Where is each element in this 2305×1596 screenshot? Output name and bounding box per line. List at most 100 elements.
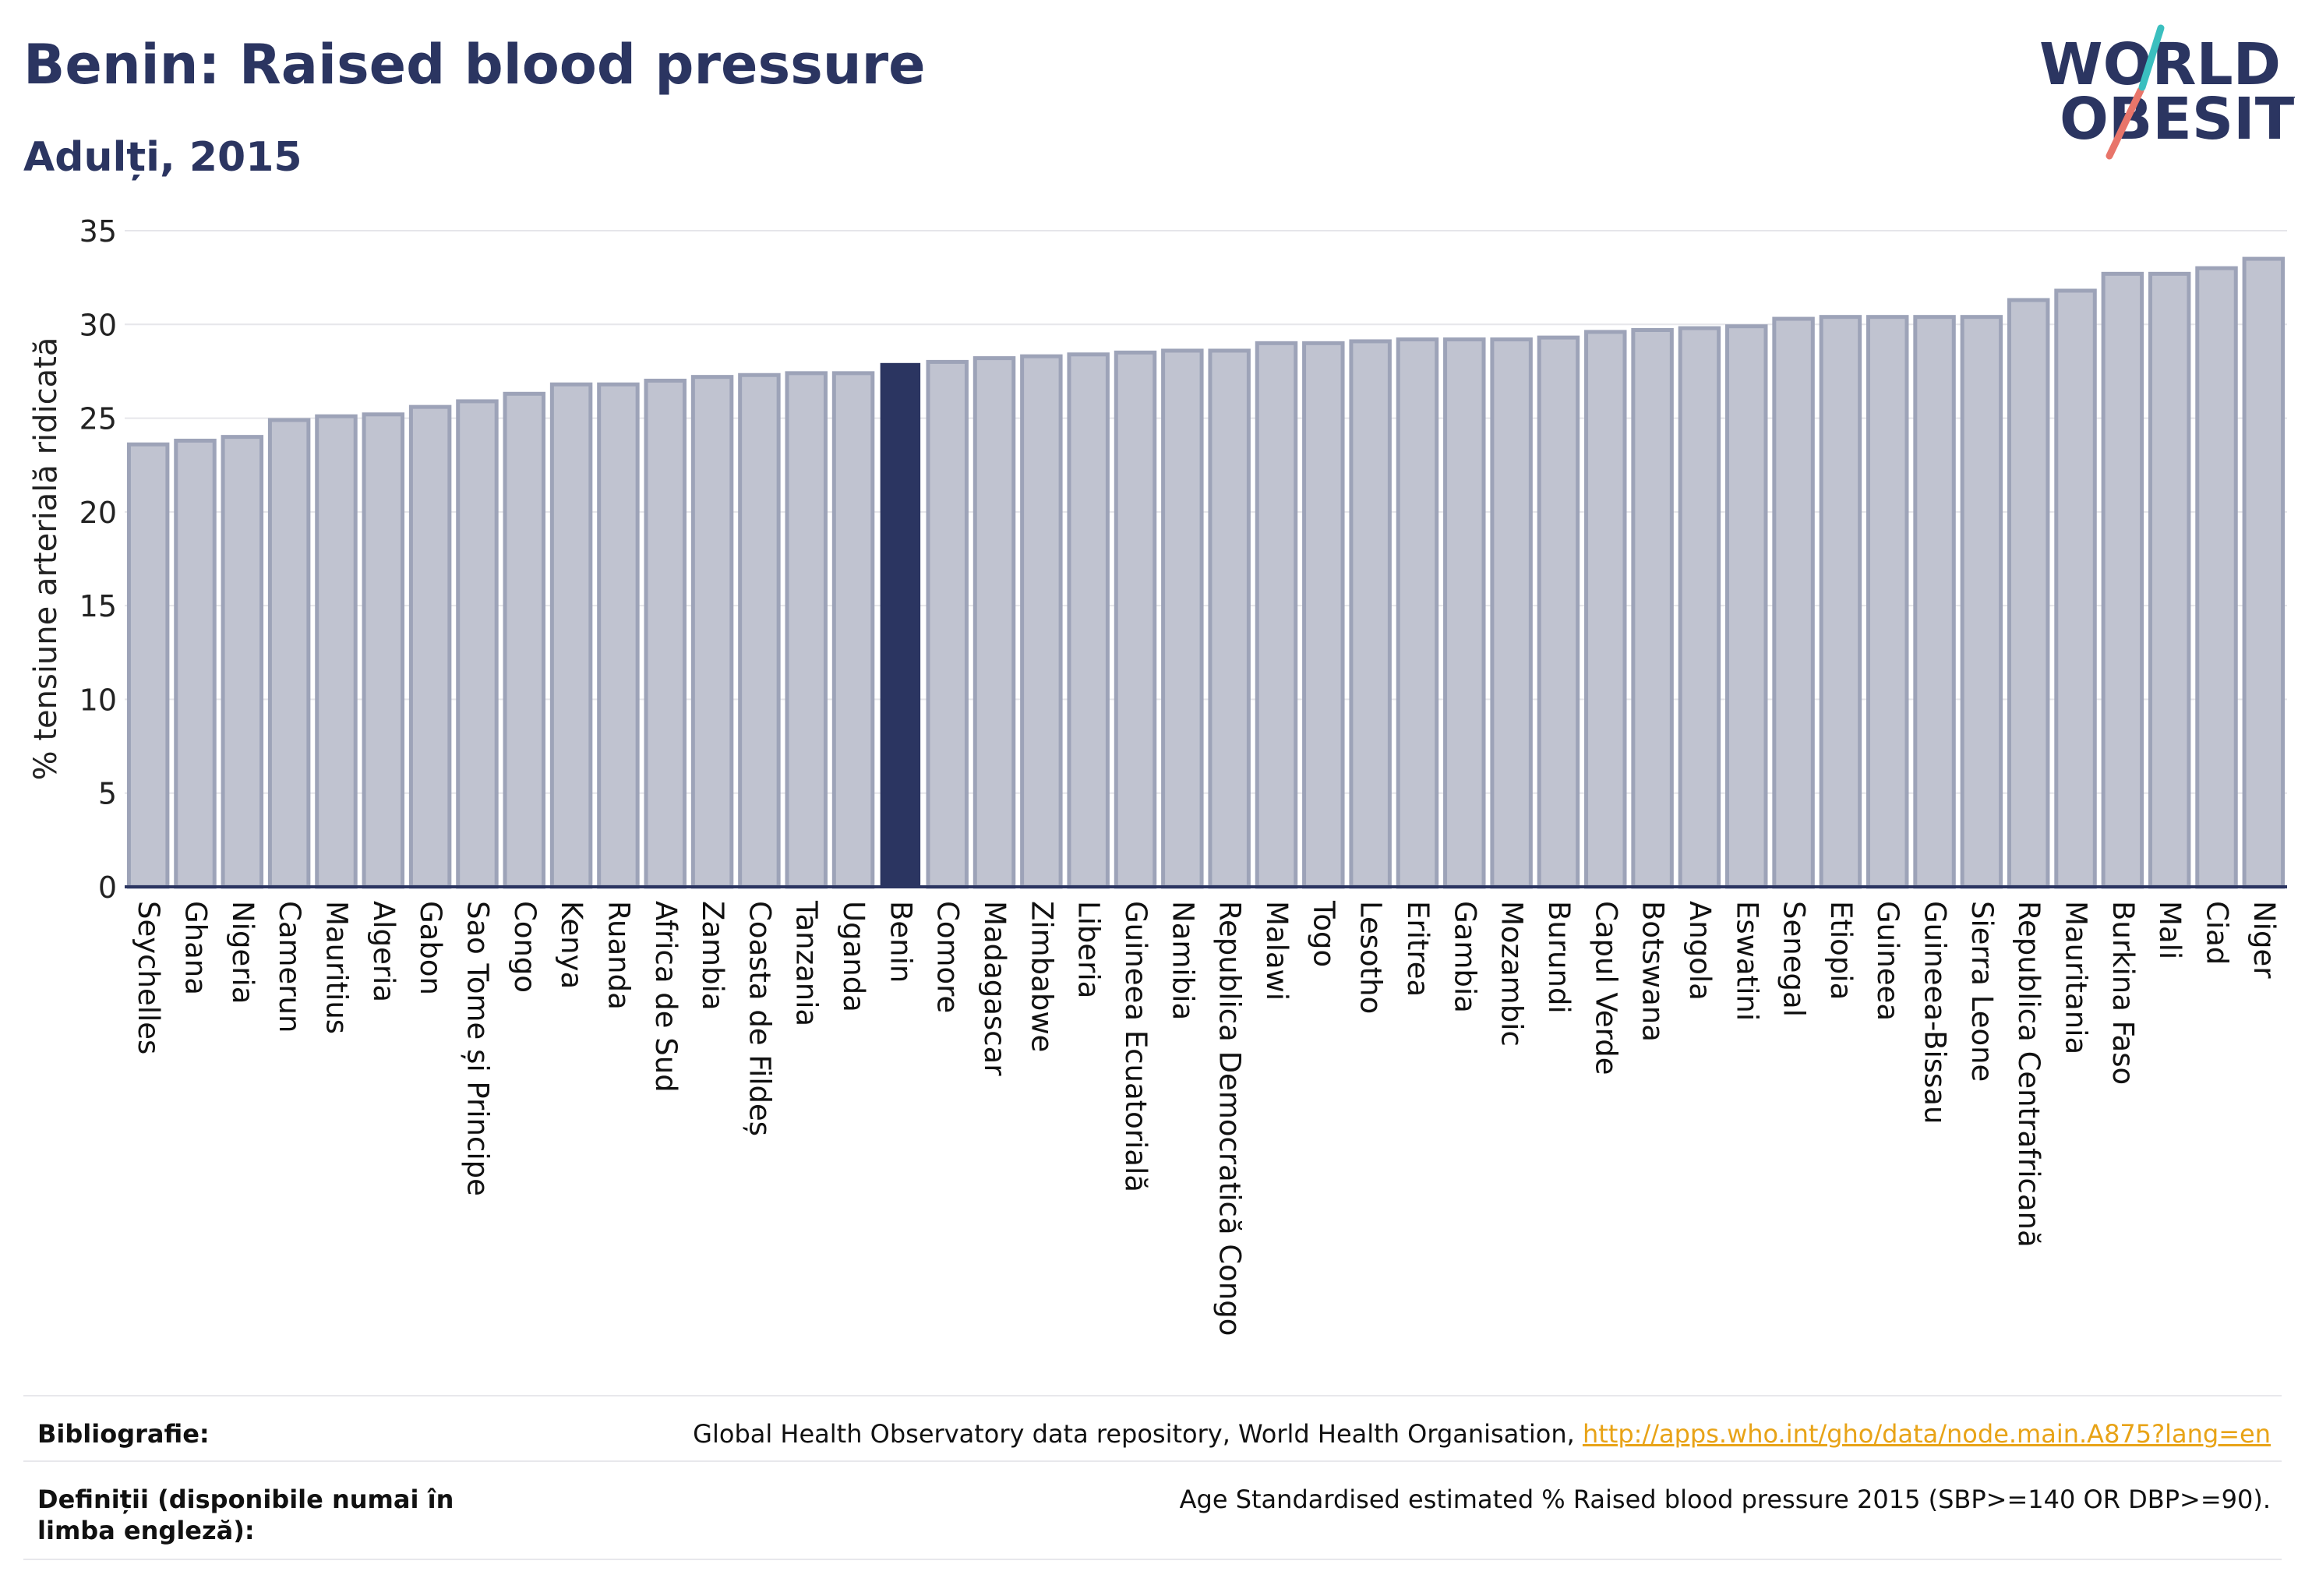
chart-subtitle: Adulți, 2015: [23, 134, 302, 181]
bibliography-label: Bibliografie:: [37, 1419, 210, 1449]
bar: [1255, 341, 1298, 889]
x-tick-label: Liberia: [1072, 901, 1106, 998]
bar: [2195, 266, 2238, 889]
chart-title: Benin: Raised blood pressure: [23, 33, 926, 97]
bar: [456, 399, 499, 889]
bar: [267, 418, 311, 889]
x-tick-label: Algeria: [367, 901, 401, 1002]
bar: [315, 414, 358, 889]
x-tick-label: Benin: [884, 901, 917, 983]
bar: [549, 382, 593, 889]
x-tick-label: Congo: [508, 901, 542, 993]
x-tick-label: Malawi: [1260, 901, 1294, 1001]
bar: [2242, 256, 2286, 889]
bar: [831, 371, 875, 889]
bar: [1020, 354, 1063, 889]
bar-chart: 0 5 10 15 20 25 30 35 % tensiune arterială ridic…: [28, 214, 2287, 1336]
bar: [1772, 316, 1815, 889]
bar: [785, 371, 828, 889]
logo-slash-lower: [2106, 87, 2144, 160]
footer-bibliography: Bibliografie: Global Health Observatory …: [23, 1418, 2282, 1451]
x-tick-label: Gabon: [414, 901, 447, 995]
x-tick-label: Sao Tome și Principe: [461, 901, 494, 1196]
definitions-value: Age Standardised estimated % Raised bloo…: [1179, 1485, 2271, 1514]
bar: [2101, 271, 2144, 889]
bar: [880, 362, 921, 888]
x-tick-label: Tanzania: [790, 900, 824, 1026]
x-tick-label: Angola: [1683, 901, 1717, 1001]
x-tick-label: Etiopia: [1824, 901, 1858, 1000]
bar: [2148, 271, 2191, 889]
bar: [972, 356, 1016, 889]
x-tick-label: Capul Verde: [1589, 901, 1622, 1075]
x-tick-label: Sierra Leone: [1965, 901, 1999, 1082]
bar: [644, 378, 687, 889]
bar: [1913, 315, 1956, 889]
x-tick-label: Eswatini: [1730, 901, 1763, 1021]
x-tick-label: Niger: [2247, 901, 2281, 979]
x-tick-label: Camerun: [273, 901, 306, 1033]
bar: [1349, 339, 1392, 889]
y-tick-label: 10: [79, 683, 117, 717]
bar: [690, 375, 734, 889]
bar: [597, 382, 640, 889]
footer-definitions: Definiții (disponibile numai în limba en…: [23, 1481, 2282, 1551]
x-tick-label: Mauritius: [319, 901, 353, 1034]
x-tick-label: Guineea: [1871, 901, 1904, 1021]
bar: [1443, 337, 1486, 889]
bar: [362, 412, 405, 889]
x-tick-label: Zambia: [696, 901, 729, 1011]
x-tick-label: Ruanda: [602, 901, 635, 1010]
x-tick-label: Gambia: [1448, 901, 1481, 1013]
logo-text-obesity: OBESITY: [2060, 86, 2295, 153]
x-tick-label: Senegal: [1777, 901, 1811, 1017]
x-tick-label: Mali: [2153, 901, 2187, 959]
bar: [503, 391, 546, 889]
y-tick-label: 5: [98, 777, 117, 811]
bar: [408, 404, 452, 889]
bar: [1067, 352, 1110, 889]
x-tick-label: Nigeria: [226, 901, 259, 1004]
bar: [1819, 315, 1862, 889]
bar: [926, 359, 969, 889]
x-tick-label: Ghana: [178, 901, 212, 995]
x-tick-label: Botswana: [1636, 901, 1670, 1042]
x-tick-label: Republica Democratică Congo: [1213, 901, 1247, 1336]
x-tick-label: Guineea Ecuatorială: [1119, 901, 1152, 1192]
bar: [174, 438, 217, 889]
x-tick-label: Ciad: [2201, 901, 2234, 965]
x-tick-label: Namibia: [1166, 901, 1199, 1020]
x-tick-label: Mauritania: [2060, 901, 2093, 1054]
bar: [1208, 348, 1251, 889]
bar: [2054, 288, 2097, 889]
x-tick-label: Eritrea: [1401, 901, 1435, 997]
x-tick-label: Africa de Sud: [649, 901, 683, 1093]
y-tick-label: 15: [79, 589, 117, 623]
logo-text-world: WORLD: [2039, 31, 2281, 98]
x-tick-label: Guineea-Bissau: [1918, 901, 1952, 1124]
footer-divider-middle: [23, 1460, 2282, 1462]
bar: [126, 442, 170, 889]
world-obesity-logo: WORLD OBESITY: [2039, 24, 2295, 160]
y-axis-label: % tensiune arterială ridicată: [28, 337, 64, 781]
bibliography-link[interactable]: http://apps.who.int/gho/data/node.main.A…: [1582, 1419, 2271, 1449]
x-tick-label: Burkina Faso: [2106, 901, 2140, 1085]
x-tick-label: Burundi: [1542, 901, 1576, 1014]
bar: [1725, 324, 1768, 889]
footer-divider-bottom: [23, 1559, 2282, 1560]
bibliography-value: Global Health Observatory data repositor…: [693, 1418, 2271, 1449]
bar: [1161, 348, 1204, 889]
bar: [1584, 330, 1627, 889]
x-tick-label: Coasta de Fildeș: [743, 901, 776, 1136]
x-tick-label: Madagascar: [978, 901, 1011, 1076]
bar: [1631, 328, 1674, 889]
bar: [1302, 341, 1345, 889]
bibliography-text: Global Health Observatory data repositor…: [693, 1419, 1583, 1449]
x-tick-label: Uganda: [837, 901, 870, 1012]
x-tick-label: Mozambic: [1495, 901, 1529, 1047]
bar: [1114, 350, 1157, 889]
bar: [1960, 315, 2003, 889]
bar: [1866, 315, 1909, 889]
y-tick-label: 25: [79, 402, 117, 436]
bar: [1396, 337, 1439, 889]
